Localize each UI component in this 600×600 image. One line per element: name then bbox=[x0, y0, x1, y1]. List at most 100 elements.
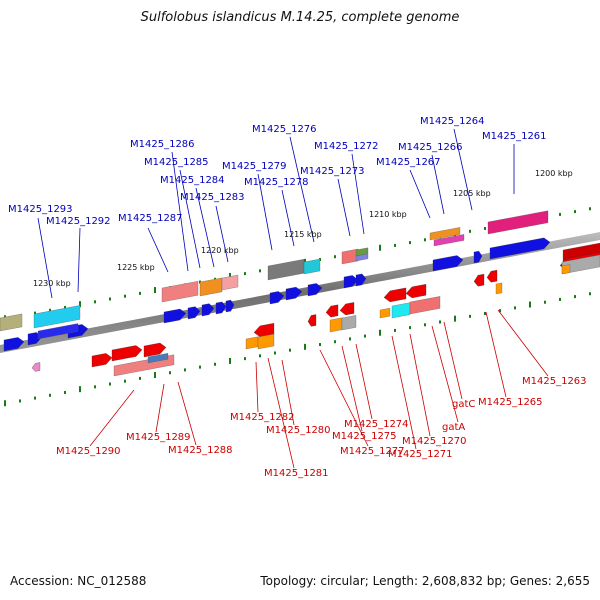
gene-arrow-forward bbox=[3, 337, 25, 352]
upper-gene-label: M1425_1286 bbox=[130, 139, 195, 150]
upper-gene-label: M1425_1287 bbox=[118, 213, 183, 224]
lower-scale-tick bbox=[19, 399, 21, 403]
lower-label-leader bbox=[155, 383, 165, 433]
gene-arrow-reverse bbox=[473, 273, 485, 287]
upper-label-leader bbox=[337, 178, 351, 237]
upper-scale-tick bbox=[109, 297, 111, 301]
lower-gene-label: M1425_1277 bbox=[340, 446, 405, 457]
lower-scale-tick bbox=[154, 372, 156, 379]
accession-text: Accession: NC_012588 bbox=[10, 574, 147, 588]
lower-scale-tick bbox=[409, 326, 411, 330]
lower-scale-tick bbox=[229, 357, 231, 364]
upper-gene-label: M1425_1279 bbox=[222, 161, 287, 172]
upper-scale-tick bbox=[94, 300, 96, 304]
gene-arrow-reverse bbox=[91, 353, 113, 368]
upper-label-leader bbox=[147, 227, 169, 273]
lower-scale-tick bbox=[589, 292, 591, 296]
gene-arrow-forward bbox=[163, 308, 187, 324]
gene-arrow-reverse bbox=[383, 287, 407, 303]
lower-scale-tick bbox=[124, 379, 126, 383]
gene-block-forward bbox=[37, 323, 79, 340]
upper-label-leader bbox=[257, 173, 273, 251]
lower-label-leader bbox=[443, 321, 463, 400]
lower-gene-label: M1425_1282 bbox=[230, 412, 295, 423]
upper-scale-tick bbox=[64, 305, 66, 309]
upper-label-leader bbox=[37, 217, 53, 299]
scale-label: 1200 kbp bbox=[535, 169, 573, 178]
upper-scale-tick bbox=[394, 243, 396, 247]
lower-scale-tick bbox=[499, 309, 501, 313]
gene-arrow-reverse bbox=[143, 342, 167, 358]
lower-scale-tick bbox=[139, 376, 141, 380]
gene-arrow-forward bbox=[307, 283, 323, 297]
upper-label-leader bbox=[453, 128, 473, 211]
lower-scale-tick bbox=[529, 301, 531, 308]
upper-gene-label: M1425_1272 bbox=[314, 141, 379, 152]
upper-gene-label: M1425_1284 bbox=[160, 175, 225, 186]
lower-label-leader bbox=[431, 325, 459, 423]
gene-arrow-reverse bbox=[339, 302, 355, 316]
lower-scale-tick bbox=[439, 320, 441, 324]
upper-gene-label: M1425_1276 bbox=[252, 124, 317, 135]
upper-scale-tick bbox=[409, 241, 411, 245]
gene-arrow-reverse bbox=[325, 304, 339, 318]
lower-scale-tick bbox=[4, 400, 6, 407]
upper-scale-tick bbox=[559, 212, 561, 216]
lower-scale-tick bbox=[514, 306, 516, 310]
lower-scale-tick bbox=[394, 328, 396, 332]
gene-arrow-reverse bbox=[486, 269, 498, 283]
gene-block-reverse bbox=[341, 315, 357, 331]
lower-label-leader bbox=[391, 335, 417, 450]
lower-label-leader bbox=[281, 359, 295, 426]
scale-label: 1210 kbp bbox=[369, 210, 407, 219]
upper-gene-label: M1425_1292 bbox=[46, 216, 111, 227]
upper-gene-label: M1425_1267 bbox=[376, 157, 441, 168]
upper-label-leader bbox=[171, 151, 189, 272]
lower-scale-tick bbox=[424, 323, 426, 327]
upper-scale-tick bbox=[379, 244, 381, 251]
lower-label-leader bbox=[355, 343, 373, 420]
upper-gene-label: M1425_1283 bbox=[180, 192, 245, 203]
lower-label-leader bbox=[255, 361, 259, 413]
lower-label-leader bbox=[319, 349, 369, 447]
gene-block-forward bbox=[221, 274, 239, 291]
scale-label: 1205 kbp bbox=[453, 189, 491, 198]
scale-label: 1215 kbp bbox=[284, 230, 322, 239]
gene-block-forward bbox=[487, 210, 549, 235]
upper-scale-tick bbox=[589, 207, 591, 211]
upper-label-leader bbox=[409, 169, 431, 219]
gene-block-reverse bbox=[391, 302, 411, 319]
lower-label-leader bbox=[341, 345, 363, 432]
scale-label: 1220 kbp bbox=[201, 246, 239, 255]
upper-label-leader bbox=[195, 187, 215, 268]
upper-gene-label: M1425_1266 bbox=[398, 142, 463, 153]
upper-label-leader bbox=[281, 189, 295, 247]
lower-scale-tick bbox=[259, 354, 261, 358]
upper-gene-label: M1425_1264 bbox=[420, 116, 485, 127]
upper-label-leader bbox=[289, 136, 315, 243]
upper-scale-tick bbox=[244, 272, 246, 276]
gene-block-forward bbox=[433, 234, 465, 247]
upper-scale-tick bbox=[484, 227, 486, 231]
gene-block-forward bbox=[33, 305, 81, 329]
gene-arrow-forward bbox=[215, 301, 227, 315]
lower-scale-tick bbox=[454, 315, 456, 322]
lower-scale-tick bbox=[469, 314, 471, 318]
lower-scale-tick bbox=[379, 329, 381, 336]
gene-block-forward bbox=[199, 277, 223, 297]
gene-arrow-forward bbox=[432, 255, 464, 272]
upper-scale-tick bbox=[34, 311, 36, 315]
gene-arrow-forward bbox=[343, 275, 359, 289]
lower-gene-label: M1425_1265 bbox=[478, 397, 543, 408]
gene-labels: 1230 kbp 1225 kbp 1220 kbp 1215 kbp 1210 kbp… bbox=[8, 116, 587, 479]
gene-arrow-forward bbox=[269, 291, 285, 305]
upper-label-leader bbox=[351, 153, 365, 235]
lower-gene-label: gatA bbox=[442, 422, 465, 433]
gene-arrow-forward bbox=[355, 273, 367, 287]
gene-block-forward bbox=[0, 313, 23, 332]
lower-scale-tick bbox=[544, 300, 546, 304]
gene-block-reverse bbox=[561, 264, 571, 275]
gene-features bbox=[0, 210, 600, 377]
upper-scale-tick bbox=[229, 272, 231, 279]
gene-arrow-forward bbox=[473, 250, 483, 264]
